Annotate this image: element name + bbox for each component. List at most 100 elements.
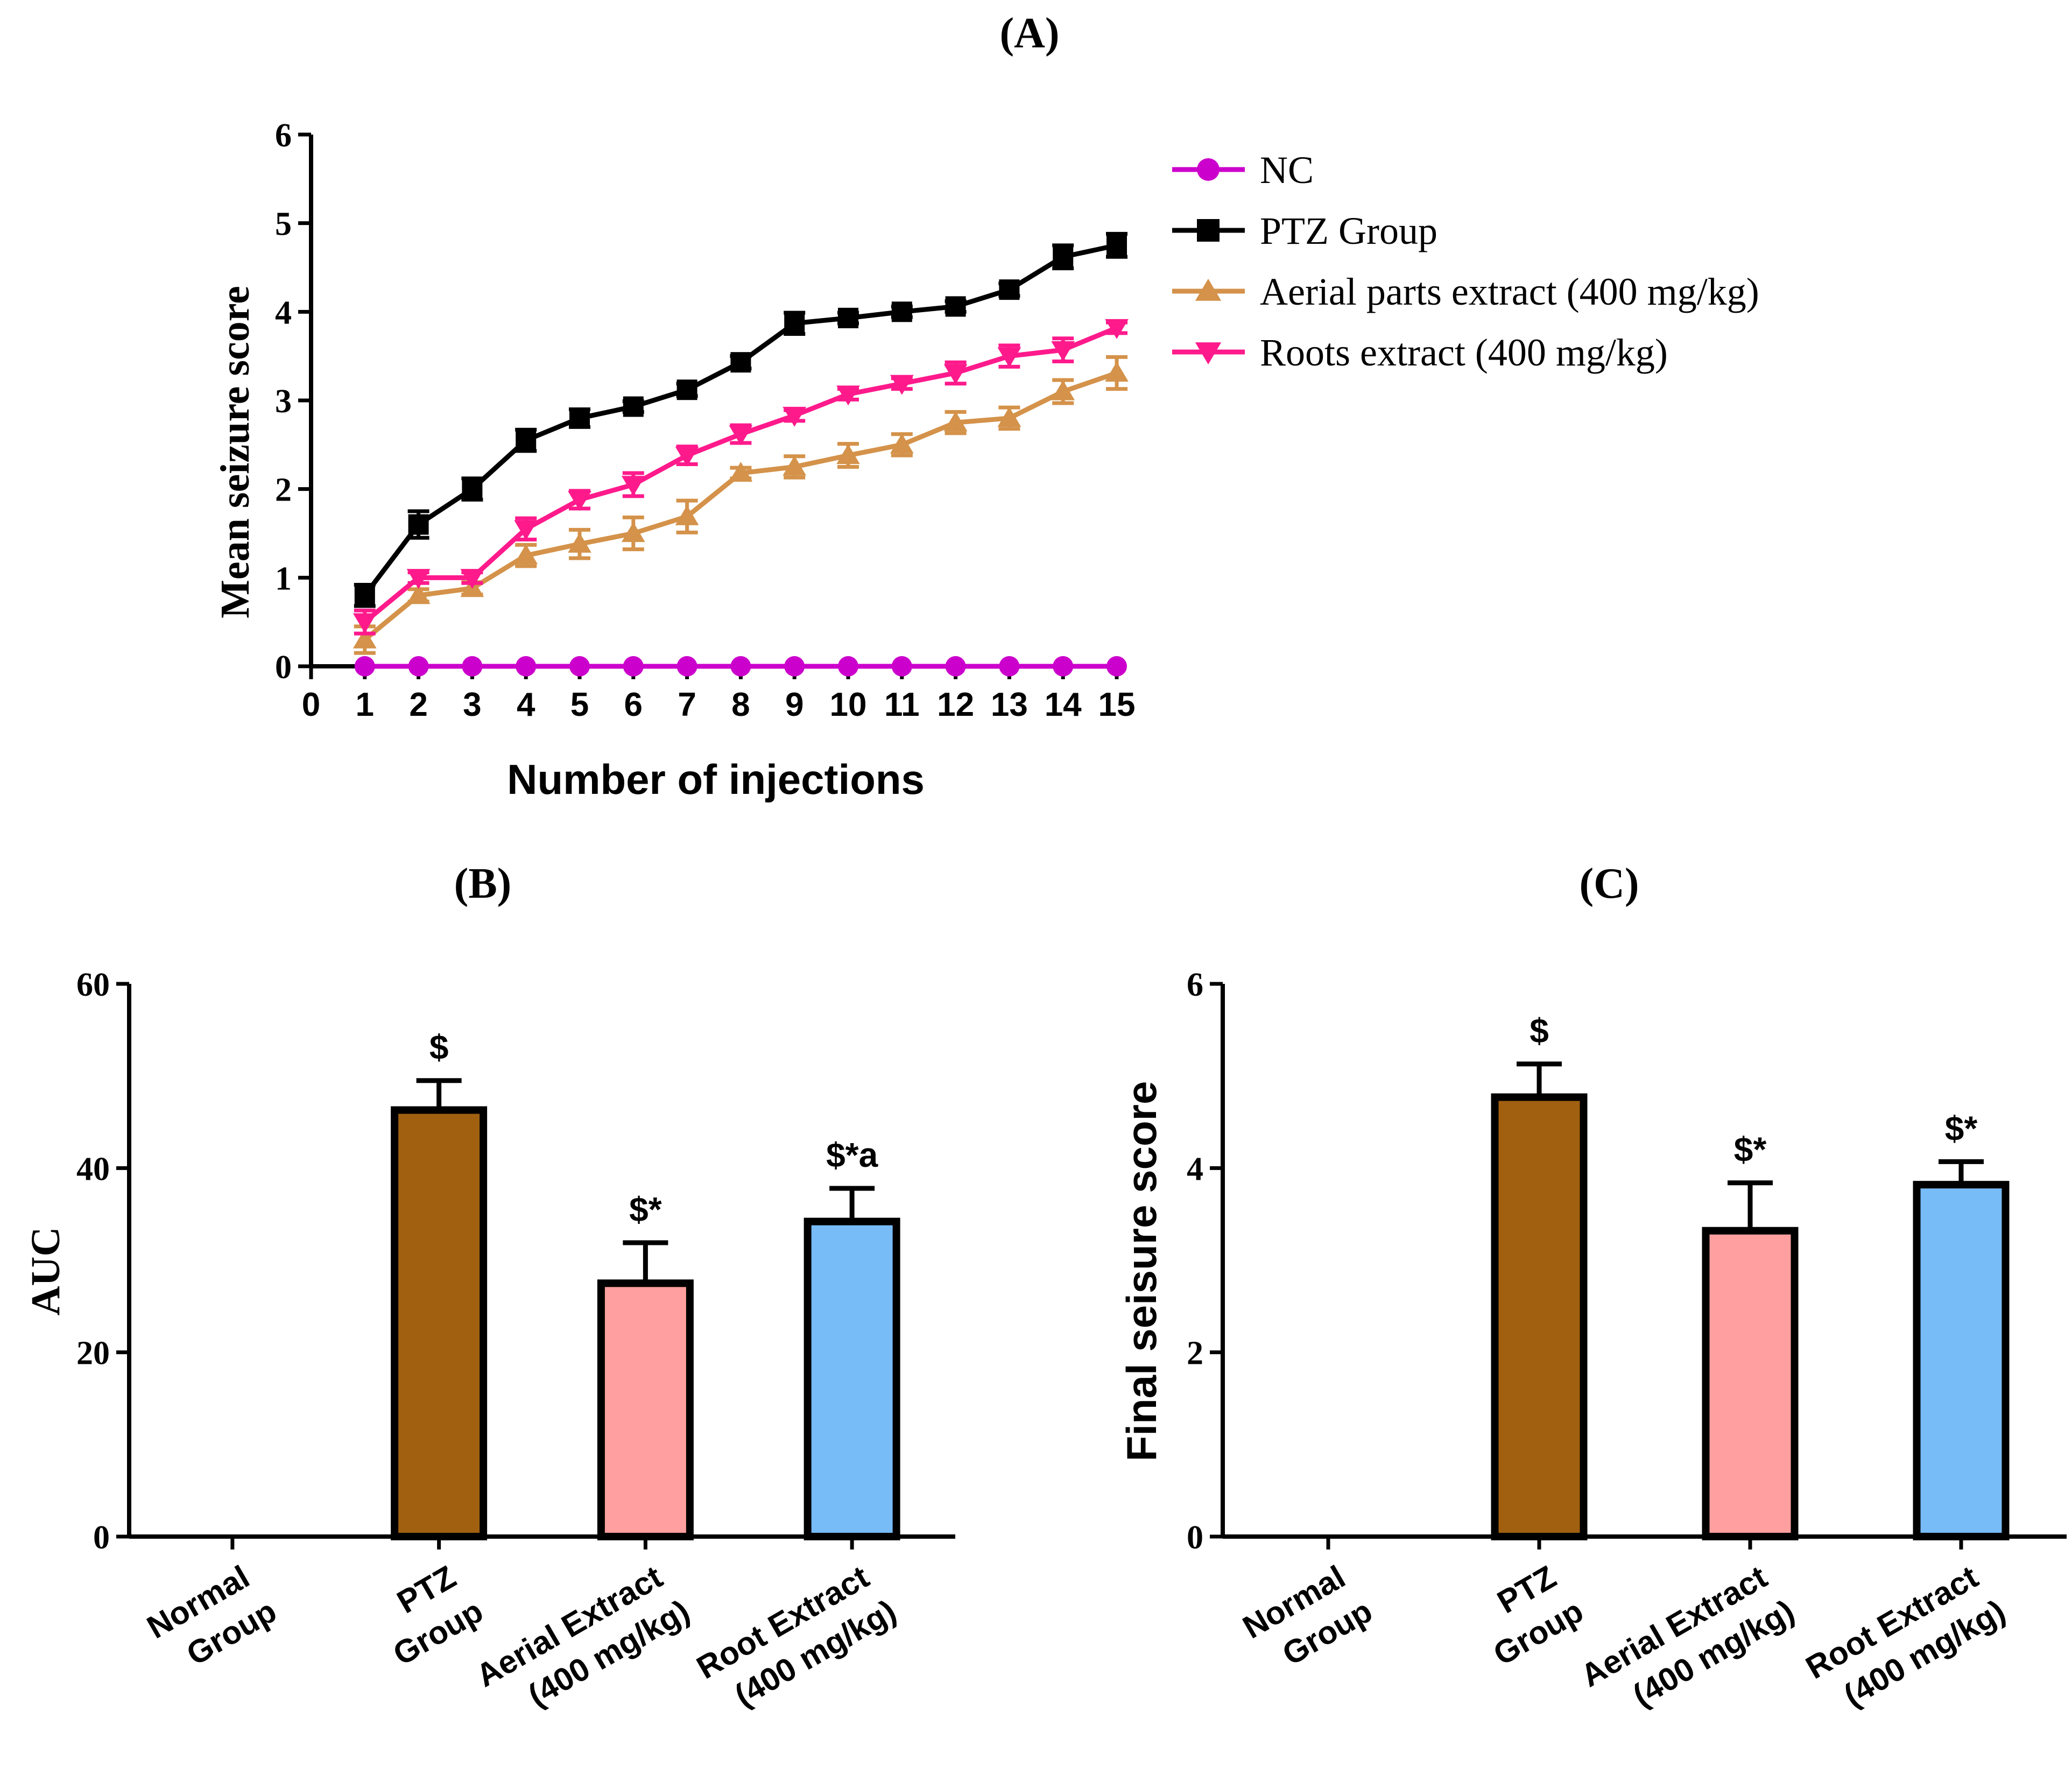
data-point	[945, 656, 966, 677]
panel-c-y-tick-label: 0	[1187, 1519, 1203, 1556]
panel-a-y-axis-title: Mean seizure score	[213, 286, 258, 618]
panel-a-y-tick-label: 2	[275, 472, 292, 509]
data-point	[997, 407, 1021, 427]
panel-a-line-chart: (A) Mean seizure score Number of injecti…	[213, 10, 1759, 803]
panel-c-significance-label: $	[1530, 1011, 1549, 1050]
legend-item: Aerial parts extract (400 mg/kg)	[1172, 270, 1759, 313]
legend-marker	[1197, 158, 1220, 181]
data-point	[623, 656, 644, 677]
data-point	[783, 455, 807, 476]
data-point	[354, 656, 375, 677]
panel-a-x-tick-label: 0	[302, 686, 320, 723]
data-point	[729, 425, 753, 446]
panel-a-x-tick-label: 3	[463, 686, 481, 723]
panel-a-x-tick-label: 12	[937, 686, 974, 723]
data-point	[676, 656, 697, 677]
data-point	[1105, 362, 1129, 382]
legend-label: Aerial parts extract (400 mg/kg)	[1260, 270, 1759, 313]
panel-b-significance-label: $*	[629, 1190, 662, 1229]
data-point	[675, 505, 699, 525]
panel-b-bar	[391, 1106, 488, 1540]
data-point	[568, 532, 591, 553]
data-point	[675, 446, 699, 467]
panel-a-x-tick-label: 10	[830, 686, 867, 723]
panel-c-bar	[1702, 1227, 1799, 1540]
data-point	[676, 379, 697, 400]
panel-b-y-tick-label: 0	[93, 1519, 110, 1556]
legend-marker	[1195, 342, 1222, 365]
panel-c-bar	[1491, 1093, 1588, 1541]
data-point	[943, 411, 968, 432]
data-point	[999, 656, 1020, 677]
data-point	[408, 656, 429, 677]
data-point	[623, 396, 644, 417]
data-point	[943, 364, 968, 384]
data-point	[406, 584, 431, 604]
data-point	[1053, 246, 1074, 267]
data-point	[516, 430, 537, 451]
data-point	[891, 656, 912, 677]
panel-a-x-tick-label: 2	[409, 686, 427, 723]
panel-a-y-tick-label: 4	[275, 294, 292, 331]
panel-a-y-tick-label: 3	[275, 383, 292, 420]
data-point	[353, 628, 377, 649]
panel-b-significance-label: $	[429, 1028, 449, 1067]
panel-b-label: (B)	[454, 860, 512, 907]
panel-b-y-axis-title: AUC	[23, 1227, 68, 1316]
legend-item: NC	[1172, 149, 1314, 192]
legend-marker	[1197, 219, 1220, 242]
data-point	[569, 407, 590, 428]
panel-c-bar	[1913, 1181, 2010, 1540]
panel-a-x-tick-label: 8	[731, 686, 750, 723]
data-point	[1105, 319, 1129, 339]
panel-b-significance-label: $*a	[826, 1136, 878, 1174]
data-point	[1107, 656, 1127, 677]
panel-a-x-tick-label: 13	[991, 686, 1028, 723]
series-ptz-group	[354, 231, 1127, 608]
data-point	[784, 656, 805, 677]
panel-c-y-tick-label: 2	[1187, 1335, 1203, 1372]
panel-a-x-tick-label: 5	[570, 686, 589, 723]
series-aerial-parts-extract-400-mg-kg	[353, 355, 1129, 655]
data-point	[516, 656, 537, 677]
data-point	[460, 569, 484, 589]
data-point	[730, 656, 751, 677]
panel-a-y-tick-label: 1	[275, 560, 292, 597]
panel-a-x-tick-label: 6	[624, 686, 643, 723]
panel-b-y-tick-label: 20	[76, 1335, 110, 1372]
data-point	[462, 478, 483, 499]
data-point	[569, 656, 590, 677]
data-point	[354, 585, 375, 606]
data-point	[1051, 380, 1075, 400]
data-point	[353, 613, 377, 633]
data-point	[999, 279, 1020, 300]
legend-item: PTZ Group	[1172, 209, 1437, 252]
series-roots-extract-400-mg-kg	[353, 319, 1129, 636]
panel-b-y-tick-label: 60	[76, 967, 110, 1003]
data-point	[406, 569, 431, 589]
data-point	[621, 522, 645, 543]
panel-a-x-tick-label: 15	[1098, 686, 1136, 723]
panel-a-y-tick-label: 0	[275, 649, 292, 686]
data-point	[997, 347, 1021, 368]
panel-a-x-tick-label: 9	[785, 686, 804, 723]
legend-label: Roots extract (400 mg/kg)	[1260, 331, 1668, 374]
data-point	[890, 375, 914, 395]
data-point	[783, 406, 807, 427]
data-point	[836, 385, 860, 406]
data-point	[945, 296, 966, 317]
data-point	[890, 433, 914, 454]
panel-a-x-tick-label: 11	[884, 686, 920, 723]
panel-a-x-tick-label: 7	[678, 686, 696, 723]
panel-a-x-tick-label: 1	[356, 686, 374, 723]
panel-c-y-axis-title: Final seisure score	[1118, 1081, 1165, 1462]
data-point	[730, 352, 751, 373]
data-point	[408, 514, 429, 535]
data-point	[568, 491, 591, 511]
panel-c-significance-label: $*	[1945, 1109, 1978, 1147]
data-point	[729, 462, 753, 482]
panel-a-x-axis-title: Number of injections	[507, 756, 925, 803]
data-point	[621, 476, 645, 496]
data-point	[836, 444, 860, 464]
